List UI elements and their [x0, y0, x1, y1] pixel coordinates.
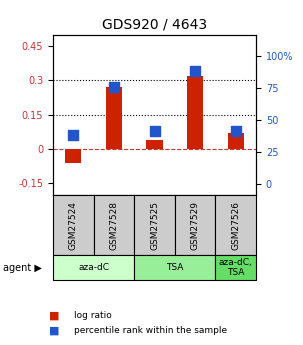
- Point: [71, 132, 76, 138]
- Text: ■: ■: [49, 326, 60, 335]
- Point: [233, 128, 238, 134]
- Bar: [65, 149, 82, 163]
- Point: [112, 85, 116, 90]
- Text: TSA: TSA: [166, 263, 184, 272]
- Text: ■: ■: [49, 311, 60, 321]
- Text: GSM27529: GSM27529: [191, 200, 200, 250]
- Point: [152, 128, 157, 134]
- Point: [193, 68, 198, 73]
- Title: GDS920 / 4643: GDS920 / 4643: [102, 18, 207, 32]
- Bar: [228, 133, 244, 149]
- Text: GSM27525: GSM27525: [150, 200, 159, 250]
- Text: GSM27526: GSM27526: [231, 200, 240, 250]
- Bar: [146, 140, 163, 149]
- Text: log ratio: log ratio: [74, 311, 112, 320]
- Text: aza-dC,
TSA: aza-dC, TSA: [219, 258, 253, 277]
- Text: aza-dC: aza-dC: [78, 263, 109, 272]
- Text: GSM27528: GSM27528: [109, 200, 118, 250]
- Text: percentile rank within the sample: percentile rank within the sample: [74, 326, 227, 335]
- Text: agent ▶: agent ▶: [3, 263, 42, 273]
- Bar: [106, 87, 122, 149]
- Bar: [187, 76, 203, 149]
- Text: GSM27524: GSM27524: [69, 201, 78, 249]
